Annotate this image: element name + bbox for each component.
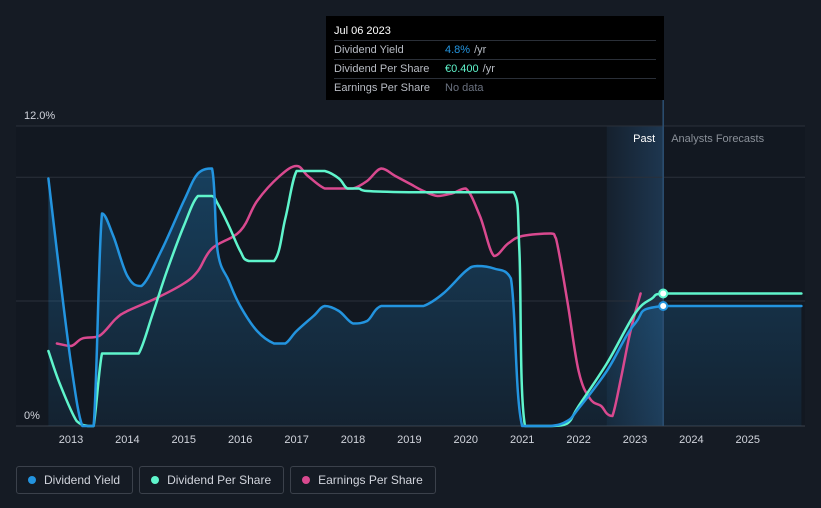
forecast-label: Analysts Forecasts	[671, 133, 764, 145]
x-tick-label: 2017	[284, 434, 308, 446]
y-tick-label: 12.0%	[24, 110, 55, 122]
y-tick-label: 0%	[24, 410, 40, 422]
tooltip-date: Jul 06 2023	[334, 25, 391, 37]
tooltip-unit: /yr	[474, 44, 487, 56]
tooltip-label: Earnings Per Share	[334, 82, 430, 94]
x-tick-label: 2019	[397, 434, 421, 446]
tooltip-label: Dividend Yield	[334, 44, 404, 56]
end-markers	[658, 288, 669, 311]
dividend-per-share-marker	[658, 288, 669, 299]
x-tick-label: 2020	[454, 434, 478, 446]
legend-label: Earnings Per Share	[318, 473, 423, 487]
legend-label: Dividend Yield	[44, 473, 121, 487]
earnings-per-share-line	[55, 164, 642, 418]
tooltip-value: 4.8%	[445, 44, 471, 56]
past-label: Past	[633, 133, 655, 145]
tooltip-value: €0.400	[445, 63, 479, 75]
dividend-per-share-line	[47, 169, 803, 428]
legend-label: Dividend Per Share	[167, 473, 272, 487]
legend-dot-icon	[151, 476, 160, 484]
x-tick-label: 2018	[341, 434, 365, 446]
x-tick-label: 2013	[59, 434, 83, 446]
x-axis-labels: 2013 2014 2015 2016 2017 2018 2019 2020 2021 2022…	[59, 434, 760, 446]
dividend-yield-line	[47, 167, 803, 428]
tooltip-label: Dividend Per Share	[334, 63, 430, 75]
x-tick-label: 2016	[228, 434, 252, 446]
legend-earnings-per-share[interactable]: Earnings Per Share	[290, 466, 436, 494]
dividend-yield-marker	[658, 301, 669, 311]
tooltip-row-dividend-per-share: Dividend Per Share €0.400 /yr	[334, 59, 656, 78]
x-tick-label: 2014	[115, 434, 139, 446]
y-axis-labels: 12.0% 0%	[24, 110, 55, 422]
x-tick-label: 2024	[679, 434, 703, 446]
legend-dot-icon	[302, 476, 311, 484]
legend-dividend-yield[interactable]: Dividend Yield	[16, 466, 134, 494]
x-tick-label: 2015	[172, 434, 196, 446]
tooltip-row-earnings-per-share: Earnings Per Share No data	[334, 78, 656, 97]
tooltip-unit: /yr	[482, 63, 495, 75]
x-tick-label: 2021	[510, 434, 534, 446]
legend-dividend-per-share[interactable]: Dividend Per Share	[139, 466, 285, 494]
x-tick-label: 2025	[736, 434, 760, 446]
x-tick-label: 2022	[566, 434, 590, 446]
tooltip-value: No data	[445, 82, 484, 94]
tooltip: Jul 06 2023 Dividend Yield 4.8% /yr Divi…	[326, 16, 664, 100]
legend: Dividend Yield Dividend Per Share Earnin…	[16, 466, 436, 494]
legend-dot-icon	[28, 476, 36, 484]
series-layer	[47, 164, 803, 428]
x-tick-label: 2023	[623, 434, 647, 446]
tooltip-row-dividend-yield: Dividend Yield 4.8% /yr	[334, 40, 656, 59]
